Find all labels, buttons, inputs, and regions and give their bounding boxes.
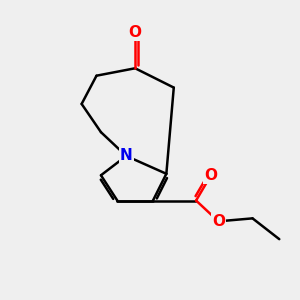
Text: O: O (129, 25, 142, 40)
Text: N: N (120, 148, 133, 164)
Text: O: O (204, 168, 218, 183)
Text: O: O (212, 214, 225, 229)
